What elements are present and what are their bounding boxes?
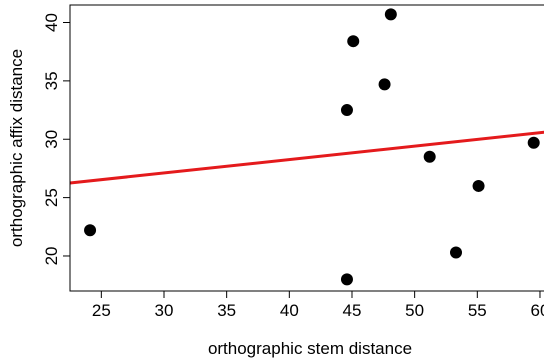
x-tick-label: 35	[217, 301, 236, 320]
x-axis-title: orthographic stem distance	[208, 339, 412, 358]
x-ticks: 25 30 35 40 45 50 55 60	[92, 291, 544, 320]
y-axis-title: orthographic affix distance	[7, 49, 26, 247]
y-axis: 20 25 30 35 40	[42, 13, 71, 265]
data-point	[423, 150, 436, 163]
data-point	[378, 78, 391, 91]
y-tick-label: 20	[42, 247, 61, 266]
y-tick-label: 30	[42, 130, 61, 149]
plot-frame	[69, 4, 544, 292]
data-point	[527, 136, 540, 149]
x-tick-label: 30	[155, 301, 174, 320]
regression-line	[69, 130, 544, 185]
y-tick-label: 25	[42, 188, 61, 207]
x-tick-label: 55	[468, 301, 487, 320]
x-tick-label: 60	[531, 301, 544, 320]
y-tick-label: 40	[42, 13, 61, 32]
x-tick-label: 40	[280, 301, 299, 320]
data-points	[84, 8, 540, 286]
data-point	[340, 104, 353, 117]
data-point	[384, 8, 397, 21]
y-ticks: 20 25 30 35 40	[42, 13, 70, 265]
x-tick-label: 25	[92, 301, 111, 320]
plot-area	[69, 4, 544, 292]
x-axis: 25 30 35 40 45 50 55 60	[92, 290, 544, 320]
y-tick-label: 35	[42, 71, 61, 90]
data-point	[472, 179, 485, 192]
data-point	[84, 224, 97, 237]
x-tick-label: 45	[343, 301, 362, 320]
data-point	[340, 273, 353, 286]
x-tick-label: 50	[405, 301, 424, 320]
data-point	[450, 246, 463, 259]
data-point	[347, 35, 360, 48]
